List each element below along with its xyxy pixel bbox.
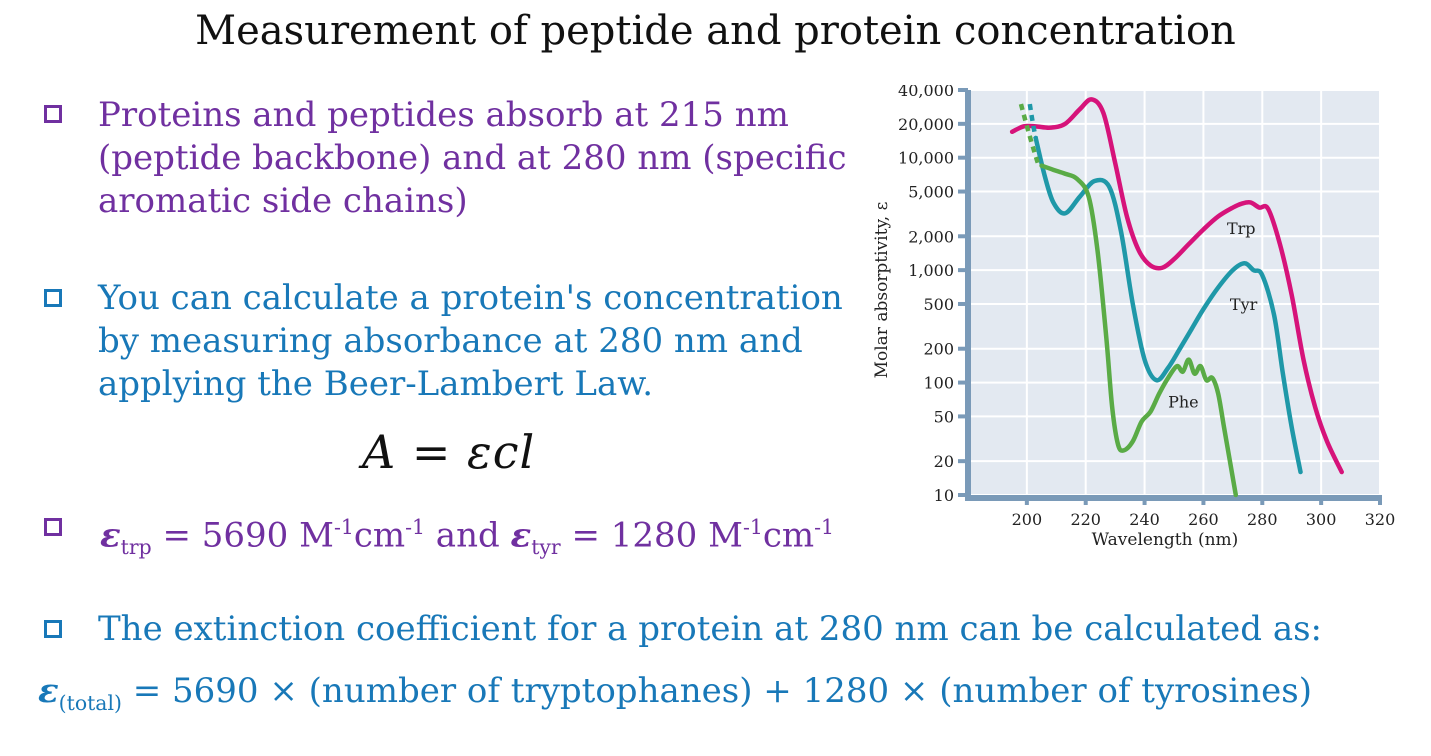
x-tick-label: 220 xyxy=(1070,510,1101,529)
series-line-trp xyxy=(1009,97,1344,475)
y-tick-label: 5,000 xyxy=(908,183,954,202)
exponent: -1 xyxy=(333,515,354,539)
y-tick-label: 1,000 xyxy=(908,261,954,280)
series-line-phe xyxy=(1039,163,1239,498)
x-tick-label: 260 xyxy=(1188,510,1219,529)
series-label-trp: Trp xyxy=(1227,219,1256,238)
y-tick-label: 500 xyxy=(923,295,954,314)
total-subscript: (total) xyxy=(58,690,122,715)
trp-subscript: trp xyxy=(120,535,152,560)
bullet-epsilon-values: εtrp = 5690 M-1cm-1 and εtyr = 1280 M-1c… xyxy=(100,506,834,569)
absorption-spectrum-chart: Molar absorptivity, ε Wavelength (nm) 10… xyxy=(872,85,1396,550)
tyr-dashed-extension xyxy=(1027,103,1038,139)
exponent: -1 xyxy=(742,515,763,539)
unit-cm: cm xyxy=(353,515,406,556)
tyr-value: = 1280 M xyxy=(560,515,743,556)
x-axis-line xyxy=(965,495,1380,501)
bullet-absorbance-text: Proteins and peptides absorb at 215 nm (… xyxy=(98,94,847,223)
x-tick-label: 320 xyxy=(1365,510,1396,529)
y-tick-label: 20 xyxy=(934,452,954,471)
bullet-checkbox-icon xyxy=(44,105,62,123)
bullet-line: (peptide backbone) and at 280 nm (specif… xyxy=(98,138,847,178)
slide-title: Measurement of peptide and protein conce… xyxy=(195,8,1236,54)
bullet-checkbox-icon xyxy=(44,518,62,536)
total-formula-text: = 5690 × (number of tryptophanes) + 1280… xyxy=(121,671,1312,711)
y-tick-label: 10,000 xyxy=(898,149,954,168)
y-tick-label: 50 xyxy=(934,407,954,426)
bullet-checkbox-icon xyxy=(44,620,62,638)
x-tick-label: 200 xyxy=(1012,510,1043,529)
series-line-tyr xyxy=(1033,135,1303,475)
bullet-line: You can calculate a protein's concentrat… xyxy=(98,278,843,318)
series-label-tyr: Tyr xyxy=(1230,295,1258,314)
x-tick-label: 300 xyxy=(1306,510,1337,529)
epsilon-symbol: ε xyxy=(510,515,532,556)
bullet-line: Proteins and peptides absorb at 215 nm xyxy=(98,95,789,135)
exponent: -1 xyxy=(814,515,834,539)
epsilon-symbol: ε xyxy=(100,515,121,556)
bullet-checkbox-icon xyxy=(44,289,62,307)
epsilon-symbol: ε xyxy=(38,671,59,711)
phe-dashed-extension xyxy=(1018,103,1041,167)
x-tick-label: 280 xyxy=(1247,510,1278,529)
y-tick-label: 10 xyxy=(934,486,954,505)
tyr-subscript: tyr xyxy=(531,535,561,560)
unit-cm: cm xyxy=(762,515,815,556)
series-label-phe: Phe xyxy=(1168,393,1199,412)
bullet-line: by measuring absorbance at 280 nm and xyxy=(98,321,803,361)
trp-value: = 5690 M xyxy=(151,515,334,556)
plot-area xyxy=(968,90,1380,495)
x-tick-label: 240 xyxy=(1129,510,1160,529)
y-tick-label: 20,000 xyxy=(898,115,954,134)
bullet-extinction-text: The extinction coefficient for a protein… xyxy=(98,609,1322,649)
y-axis-line xyxy=(965,90,971,501)
beer-lambert-formula: A = εcl xyxy=(362,425,536,479)
and-text: and xyxy=(424,515,511,556)
total-extinction-formula: ε(total) = 5690 × (number of tryptophane… xyxy=(38,670,1312,725)
y-tick-label: 200 xyxy=(923,340,954,359)
x-axis-label: Wavelength (nm) xyxy=(1092,530,1239,550)
y-tick-label: 100 xyxy=(923,374,954,393)
bullet-line: aromatic side chains) xyxy=(98,181,468,221)
y-tick-label: 40,000 xyxy=(898,85,954,100)
y-axis-label: Molar absorptivity, ε xyxy=(872,201,892,378)
y-tick-label: 2,000 xyxy=(908,227,954,246)
bullet-concentration-text: You can calculate a protein's concentrat… xyxy=(98,277,843,406)
exponent: -1 xyxy=(405,515,425,539)
bullet-line: applying the Beer-Lambert Law. xyxy=(98,364,654,404)
